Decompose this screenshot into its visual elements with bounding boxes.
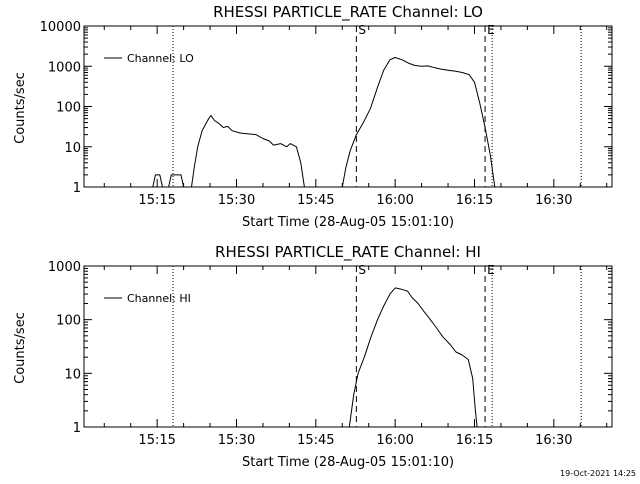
- panel-hi-frame: [83, 265, 613, 428]
- marker-s-label: S: [358, 263, 366, 277]
- x-tick-label: 15:30: [218, 433, 255, 448]
- y-tick-label: 1: [73, 421, 81, 436]
- footer-timestamp: 19-Oct-2021 14:25: [560, 469, 636, 478]
- y-tick-label: 1000: [48, 60, 81, 75]
- panel-hi: RHESSI PARTICLE_RATE Channel: HI Start T…: [13, 243, 613, 470]
- panel-hi-legend-label: Channel: HI: [127, 292, 191, 305]
- x-tick-label: 16:00: [376, 433, 413, 448]
- marker-s-label: S: [358, 23, 366, 37]
- y-tick-label: 10: [64, 367, 81, 382]
- panel-hi-xlabel: Start Time (28-Aug-05 15:01:10): [242, 455, 454, 470]
- series-hi-line: [348, 287, 478, 428]
- panel-lo-title: RHESSI PARTICLE_RATE Channel: LO: [213, 3, 483, 22]
- panel-hi-title: RHESSI PARTICLE_RATE Channel: HI: [215, 243, 481, 262]
- x-tick-label: 16:30: [535, 193, 572, 208]
- panel-lo: RHESSI PARTICLE_RATE Channel: LO Start T…: [13, 3, 613, 230]
- x-tick-label: 15:15: [138, 193, 175, 208]
- panel-hi-ylabel: Counts/sec: [13, 312, 28, 384]
- panel-lo-ylabel: Counts/sec: [13, 72, 28, 144]
- x-tick-label: 15:45: [297, 433, 334, 448]
- x-tick-label: 15:30: [218, 193, 255, 208]
- x-tick-label: 15:45: [297, 193, 334, 208]
- panel-hi-legend: Channel: HI: [104, 292, 191, 305]
- panel-lo-xlabel: Start Time (28-Aug-05 15:01:10): [242, 215, 454, 230]
- x-tick-label: 16:15: [456, 193, 493, 208]
- marker-e-label: E: [487, 23, 495, 37]
- series-lo-line: [152, 57, 496, 188]
- panel-lo-legend-label: Channel: LO: [127, 52, 194, 65]
- x-tick-label: 16:30: [535, 433, 572, 448]
- x-tick-label: 15:15: [138, 433, 175, 448]
- x-tick-label: 16:00: [376, 193, 413, 208]
- y-tick-label: 10000: [40, 20, 81, 35]
- y-tick-label: 10: [64, 141, 81, 156]
- y-tick-label: 1: [73, 181, 81, 196]
- y-tick-label: 1000: [48, 260, 81, 275]
- panel-lo-legend: Channel: LO: [104, 52, 194, 65]
- marker-e-label: E: [487, 263, 495, 277]
- x-tick-label: 16:15: [456, 433, 493, 448]
- y-tick-label: 100: [56, 101, 81, 116]
- y-tick-label: 100: [56, 314, 81, 329]
